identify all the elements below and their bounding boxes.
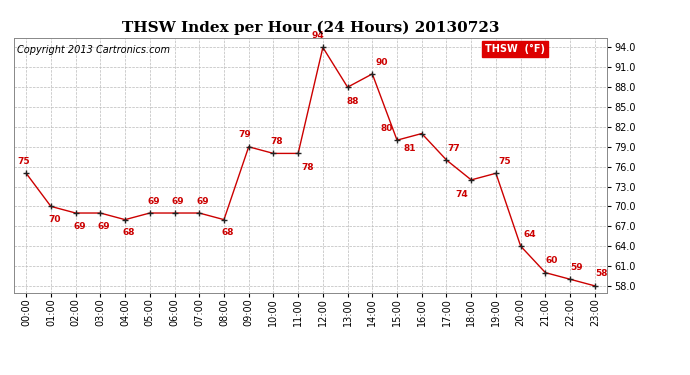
Text: 69: 69: [73, 222, 86, 231]
Text: 94: 94: [312, 31, 324, 40]
Text: 79: 79: [239, 130, 251, 140]
Text: 75: 75: [17, 157, 30, 166]
Title: THSW Index per Hour (24 Hours) 20130723: THSW Index per Hour (24 Hours) 20130723: [121, 21, 500, 35]
Text: THSW  (°F): THSW (°F): [485, 44, 545, 54]
Text: 69: 69: [98, 222, 110, 231]
Text: 78: 78: [270, 137, 284, 146]
Text: 88: 88: [346, 97, 359, 106]
Text: 69: 69: [197, 196, 209, 206]
Text: 90: 90: [376, 57, 388, 66]
Text: 77: 77: [448, 144, 460, 153]
Text: 75: 75: [498, 157, 511, 166]
Text: 68: 68: [123, 228, 135, 237]
Text: 74: 74: [455, 190, 468, 199]
Text: 68: 68: [221, 228, 234, 237]
Text: 69: 69: [172, 196, 184, 206]
Text: Copyright 2013 Cartronics.com: Copyright 2013 Cartronics.com: [17, 45, 170, 55]
Text: 69: 69: [147, 196, 160, 206]
Text: 59: 59: [570, 263, 582, 272]
Text: 70: 70: [48, 215, 61, 224]
Text: 81: 81: [403, 144, 415, 153]
Text: 58: 58: [595, 270, 607, 279]
Text: 64: 64: [523, 230, 535, 239]
Text: 80: 80: [381, 124, 393, 133]
Text: 60: 60: [545, 256, 558, 265]
Text: 78: 78: [302, 164, 315, 172]
